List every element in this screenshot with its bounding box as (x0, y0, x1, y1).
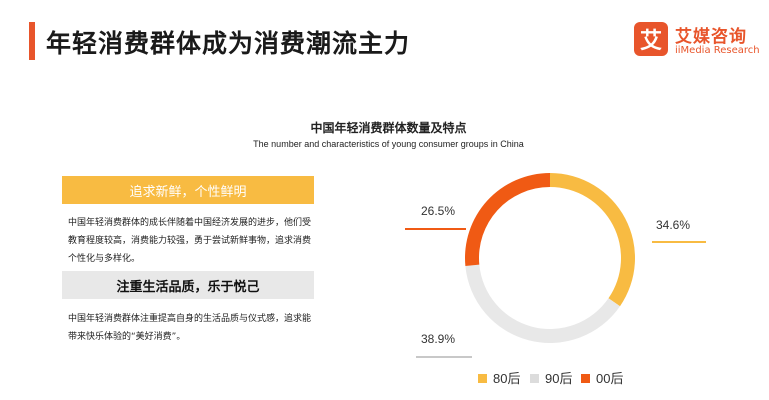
legend-label-1: 90后 (545, 371, 572, 386)
legend-swatch-2 (581, 374, 590, 383)
logo-name-cn: 艾媒咨询 (675, 27, 747, 47)
card-heading-quality: 注重生活品质，乐于悦己 (62, 271, 314, 299)
iimedia-logo: 艾 艾媒咨询 iiMedia Research (634, 22, 760, 62)
chart-title: 中国年轻消费群体数量及特点 (310, 121, 467, 135)
card-text-fresh: 中国年轻消费群体的成长伴随着中国经济发展的进步，他们受教育程度较高，消费能力较强… (68, 218, 312, 264)
donut-slice-1 (465, 264, 621, 343)
chart-subtitle: The number and characteristics of young … (253, 139, 524, 149)
card-text-quality: 中国年轻消费群体注重提高自身的生活品质与仪式感，追求能带来快乐体验的“美好消费”… (68, 314, 312, 342)
slice-label-1: 38.9% (421, 332, 455, 346)
donut-slice-2 (465, 173, 550, 266)
slice-label-0: 34.6% (656, 218, 690, 232)
legend-label-2: 00后 (596, 371, 623, 386)
card-heading-fresh: 追求新鲜，个性鲜明 (62, 176, 314, 204)
legend-swatch-0 (478, 374, 487, 383)
page-title: 年轻消费群体成为消费潮流主力 (46, 29, 411, 58)
title-accent-bar (29, 22, 35, 60)
logo-name-en: iiMedia Research (675, 45, 760, 56)
donut-slice-0 (550, 173, 635, 307)
slice-label-2: 26.5% (421, 204, 455, 218)
logo-mark: 艾 (634, 22, 668, 56)
legend-label-0: 80后 (493, 371, 520, 386)
legend-swatch-1 (530, 374, 539, 383)
